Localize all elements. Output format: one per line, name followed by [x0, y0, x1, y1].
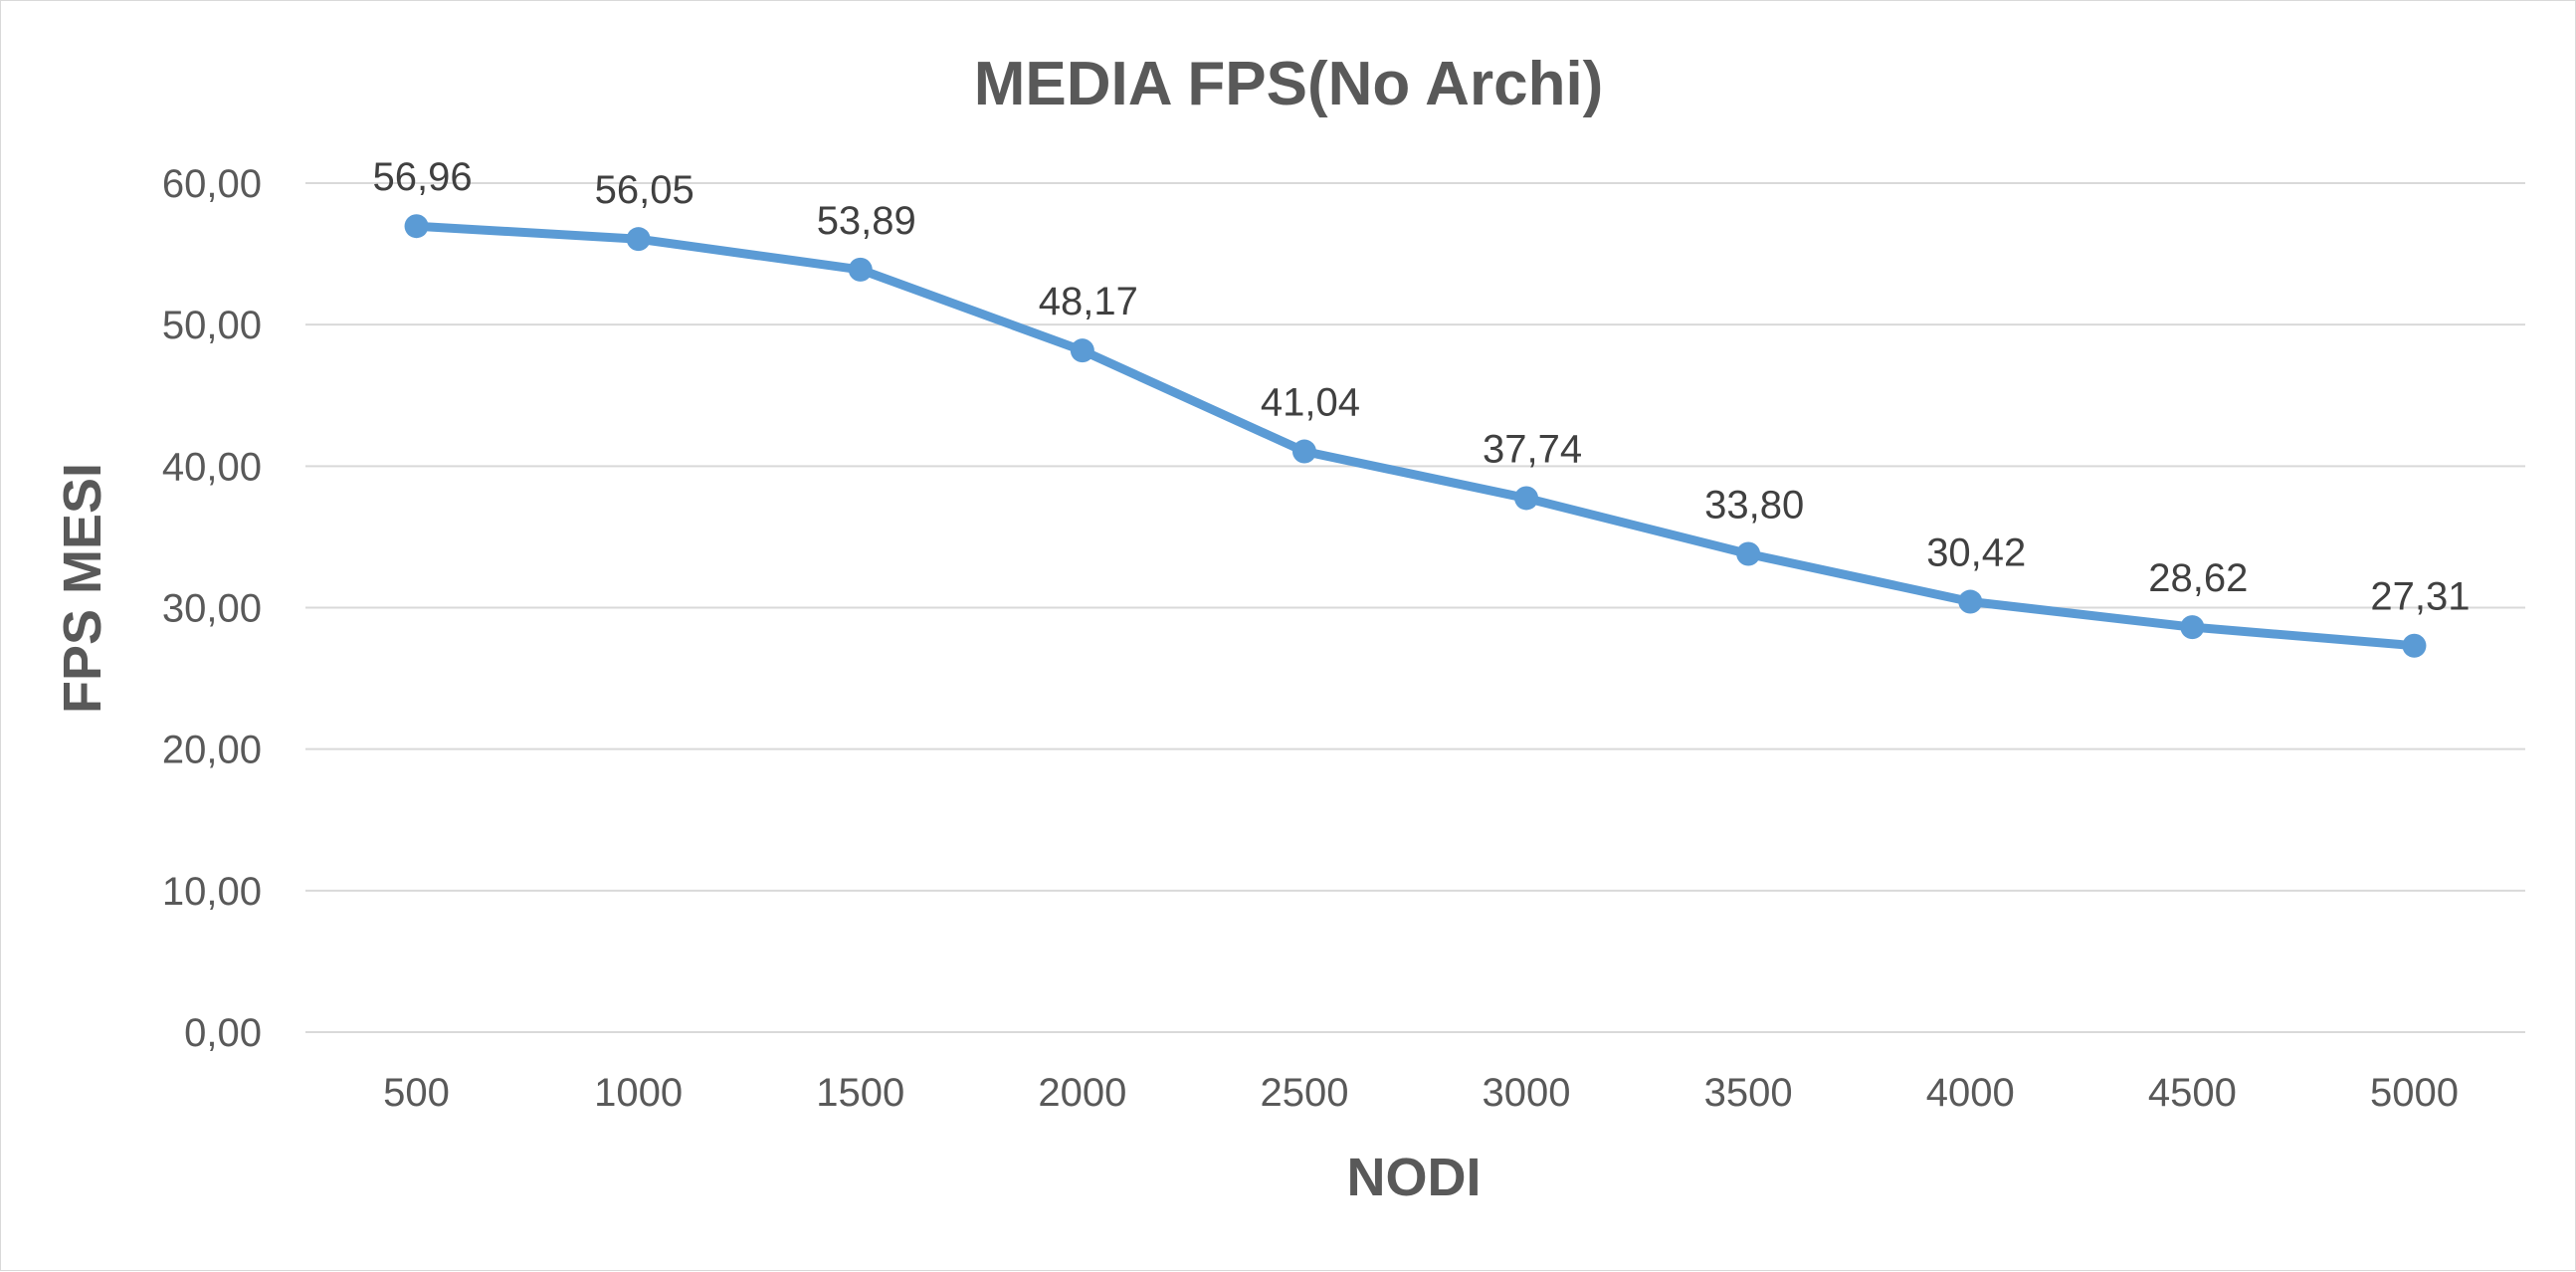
data-label: 56,96	[372, 155, 472, 199]
gridlines	[305, 182, 2525, 1033]
data-label: 56,05	[595, 168, 694, 212]
y-axis-title: FPS MESI	[53, 463, 112, 714]
data-label: 27,31	[2370, 575, 2470, 619]
y-tick-label: 20,00	[162, 729, 262, 772]
chart-title: MEDIA FPS(No Archi)	[974, 50, 1604, 118]
x-tick-label: 1500	[816, 1071, 904, 1115]
data-point	[1736, 541, 1761, 566]
data-label: 33,80	[1704, 483, 1804, 527]
x-axis-title: NODI	[1347, 1148, 1482, 1207]
y-tick-label: 40,00	[162, 445, 262, 489]
y-tick-label: 50,00	[162, 304, 262, 347]
x-tick-label: 2000	[1038, 1071, 1126, 1115]
y-tick-label: 60,00	[162, 162, 262, 206]
data-point	[1514, 486, 1539, 511]
x-tick-label: 3500	[1704, 1071, 1793, 1115]
data-label: 53,89	[817, 199, 916, 243]
x-axis-tick-labels: 500 1000 1500 2000 2500 3000 3500 4000 4500 5000	[383, 1071, 2459, 1115]
data-label: 30,42	[1926, 531, 2026, 575]
x-tick-label: 1000	[594, 1071, 683, 1115]
x-tick-label: 5000	[2370, 1071, 2459, 1115]
data-point	[2402, 633, 2427, 658]
data-label: 28,62	[2148, 556, 2248, 600]
x-tick-label: 4500	[2148, 1071, 2237, 1115]
y-tick-label: 30,00	[162, 587, 262, 631]
y-tick-label: 0,00	[184, 1011, 262, 1055]
y-tick-label: 10,00	[162, 870, 262, 914]
x-tick-label: 3000	[1483, 1071, 1571, 1115]
data-point	[1291, 439, 1316, 464]
y-axis-tick-labels: 0,00 10,00 20,00 30,00 40,00 50,00 60,00	[162, 162, 262, 1055]
series-line	[412, 221, 2419, 651]
data-point	[404, 214, 429, 239]
data-point	[1070, 338, 1094, 363]
x-tick-label: 4000	[1926, 1071, 2015, 1115]
x-tick-label: 500	[383, 1071, 450, 1115]
data-point	[2180, 615, 2205, 640]
data-label: 37,74	[1483, 427, 1582, 471]
data-markers	[404, 214, 2427, 658]
data-point	[848, 257, 873, 282]
data-label: 48,17	[1039, 280, 1138, 323]
data-point	[1958, 589, 1983, 614]
data-label: 41,04	[1261, 381, 1360, 425]
data-point	[626, 227, 651, 252]
x-tick-label: 2500	[1260, 1071, 1348, 1115]
data-labels: 56,96 56,05 53,89 48,17 41,04 37,74 33,80 30,42…	[372, 155, 2470, 619]
